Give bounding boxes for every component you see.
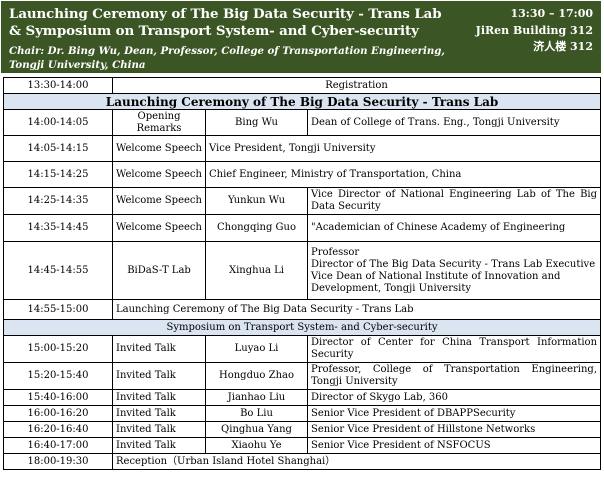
registration-row: 13:30-14:00 Registration bbox=[3, 77, 602, 94]
row-description: Vice President, Tongji University bbox=[204, 135, 602, 162]
row-type: Opening Remarks bbox=[112, 109, 206, 136]
schedule-table: 13:30-14:00 Registration Launching Cerem… bbox=[2, 77, 602, 470]
reception-row: 18:00-19:30 Reception（Urban Island Hotel… bbox=[3, 453, 602, 470]
schedule-row: 15:20-15:40 Invited Talk Hongduo Zhao Pr… bbox=[3, 362, 602, 390]
row-speaker: Jianhao Liu bbox=[205, 389, 308, 406]
row-type: Invited Talk bbox=[112, 362, 206, 390]
schedule-row: 14:05-14:15 Welcome Speech Vice Presiden… bbox=[3, 135, 602, 162]
desc-line: Director of The Big Data Security - Tran… bbox=[311, 258, 596, 270]
row-time: 15:00-15:20 bbox=[3, 335, 113, 363]
schedule-row: 14:15-14:25 Welcome Speech Chief Enginee… bbox=[3, 161, 602, 188]
row-speaker: Xinghua Li bbox=[205, 241, 308, 300]
row-description: Director of Center for China Transport I… bbox=[306, 335, 602, 363]
row-speaker: Bo Liu bbox=[205, 405, 308, 422]
schedule-row: 14:45-14:55 BiDaS-T Lab Xinghua Li Profe… bbox=[3, 241, 602, 300]
schedule-row: 16:20-16:40 Invited Talk Qinghua Yang Se… bbox=[3, 421, 602, 438]
session-header: Launching Ceremony of The Big Data Secur… bbox=[1, 1, 601, 73]
row-speaker: Chongqing Guo bbox=[205, 214, 308, 242]
row-description: "Academician of Chinese Academy of Engin… bbox=[306, 214, 602, 242]
row-type: Welcome Speech bbox=[112, 161, 206, 188]
row-time: 16:40-17:00 bbox=[3, 437, 113, 454]
row-description: Senior Vice President of DBAPPSecurity bbox=[306, 405, 602, 422]
row-type: Invited Talk bbox=[112, 405, 206, 422]
row-speaker: Xiaohu Ye bbox=[205, 437, 308, 454]
session-title: Launching Ceremony of The Big Data Secur… bbox=[9, 6, 442, 39]
schedule-row: 14:25-14:35 Welcome Speech Yunkun Wu Vic… bbox=[3, 187, 602, 215]
row-type: Welcome Speech bbox=[112, 135, 206, 162]
desc-line: Development, Tongji University bbox=[311, 282, 471, 294]
desc-line: Professor bbox=[311, 246, 360, 258]
row-time: 15:40-16:00 bbox=[3, 389, 113, 406]
row-speaker: Luyao Li bbox=[205, 335, 308, 363]
launch-label: Launching Ceremony of The Big Data Secur… bbox=[111, 299, 602, 320]
desc-line: Vice Dean of National Institute of Innov… bbox=[311, 270, 561, 282]
reception-time: 18:00-19:30 bbox=[3, 453, 113, 470]
schedule-row: 16:40-17:00 Invited Talk Xiaohu Ye Senio… bbox=[3, 437, 602, 454]
row-type: Welcome Speech bbox=[112, 214, 206, 242]
section-symposium-row: Symposium on Transport System- and Cyber… bbox=[2, 319, 602, 336]
session-chair: Chair: Dr. Bing Wu, Dean, Professor, Col… bbox=[9, 45, 445, 71]
row-speaker: Hongduo Zhao bbox=[205, 362, 308, 390]
schedule-row: 15:00-15:20 Invited Talk Luyao Li Direct… bbox=[3, 335, 602, 363]
row-speaker: Yunkun Wu bbox=[205, 187, 308, 215]
section-launch-row: Launching Ceremony of The Big Data Secur… bbox=[2, 93, 602, 110]
launch-time: 14:55-15:00 bbox=[3, 299, 113, 320]
session-building: JiRen Building 312 bbox=[475, 23, 593, 37]
row-time: 14:15-14:25 bbox=[3, 161, 113, 188]
row-type: BiDaS-T Lab bbox=[112, 241, 206, 300]
row-description: Professor Director of The Big Data Secur… bbox=[306, 241, 602, 300]
row-description: Senior Vice President of NSFOCUS bbox=[306, 437, 602, 454]
row-time: 15:20-15:40 bbox=[3, 362, 113, 390]
row-description: Director of Skygo Lab, 360 bbox=[306, 389, 602, 406]
row-type: Invited Talk bbox=[112, 437, 206, 454]
session-building-cn: 济人楼 312 bbox=[533, 40, 593, 53]
row-type: Invited Talk bbox=[112, 421, 206, 438]
row-time: 16:00-16:20 bbox=[3, 405, 113, 422]
reception-label: Reception（Urban Island Hotel Shanghai） bbox=[111, 453, 602, 470]
launch-ceremony-row: 14:55-15:00 Launching Ceremony of The Bi… bbox=[3, 299, 602, 320]
row-type: Welcome Speech bbox=[112, 187, 206, 215]
row-time: 14:25-14:35 bbox=[3, 187, 113, 215]
section-symposium-title: Symposium on Transport System- and Cyber… bbox=[2, 319, 602, 336]
row-time: 14:05-14:15 bbox=[3, 135, 113, 162]
row-type: Invited Talk bbox=[112, 335, 206, 363]
row-description: Dean of College of Trans. Eng., Tongji U… bbox=[306, 109, 602, 136]
row-description: Vice Director of National Engineering La… bbox=[306, 187, 602, 215]
row-time: 14:45-14:55 bbox=[3, 241, 113, 300]
row-description: Professor, College of Transportation Eng… bbox=[306, 362, 602, 390]
row-speaker: Qinghua Yang bbox=[205, 421, 308, 438]
schedule-row: 14:00-14:05 Opening Remarks Bing Wu Dean… bbox=[3, 109, 602, 136]
schedule-row: 15:40-16:00 Invited Talk Jianhao Liu Dir… bbox=[3, 389, 602, 406]
session-time: 13:30 – 17:00 bbox=[510, 7, 593, 20]
schedule-row: 16:00-16:20 Invited Talk Bo Liu Senior V… bbox=[3, 405, 602, 422]
row-time: 16:20-16:40 bbox=[3, 421, 113, 438]
section-launch-title: Launching Ceremony of The Big Data Secur… bbox=[2, 93, 602, 110]
row-speaker: Bing Wu bbox=[205, 109, 308, 136]
row-description: Senior Vice President of Hillstone Netwo… bbox=[306, 421, 602, 438]
row-time: 14:00-14:05 bbox=[3, 109, 113, 136]
row-type: Invited Talk bbox=[112, 389, 206, 406]
registration-label: Registration bbox=[111, 77, 602, 94]
row-time: 14:35-14:45 bbox=[3, 214, 113, 242]
schedule-row: 14:35-14:45 Welcome Speech Chongqing Guo… bbox=[3, 214, 602, 242]
session-time-location: 13:30 – 17:00 JiRen Building 312 济人楼 312 bbox=[463, 6, 593, 56]
registration-time: 13:30-14:00 bbox=[3, 77, 113, 94]
row-description: Chief Engineer, Ministry of Transportati… bbox=[204, 161, 602, 188]
